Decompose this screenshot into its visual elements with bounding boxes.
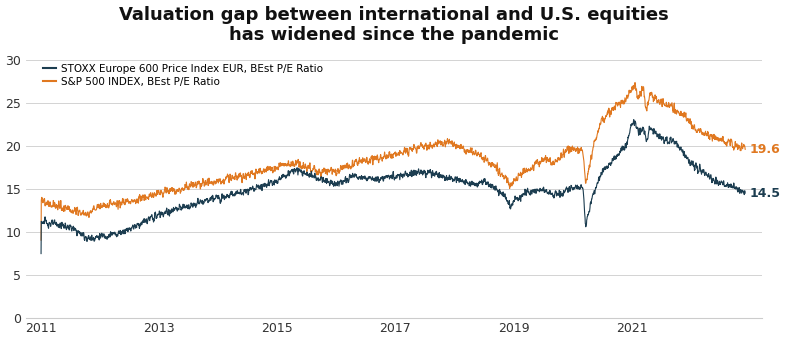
Legend: STOXX Europe 600 Price Index EUR, BEst P/E Ratio, S&P 500 INDEX, BEst P/E Ratio: STOXX Europe 600 Price Index EUR, BEst P… xyxy=(39,59,327,91)
Text: 14.5: 14.5 xyxy=(749,187,780,199)
Title: Valuation gap between international and U.S. equities
has widened since the pand: Valuation gap between international and … xyxy=(119,5,669,44)
Text: 19.6: 19.6 xyxy=(749,143,780,156)
